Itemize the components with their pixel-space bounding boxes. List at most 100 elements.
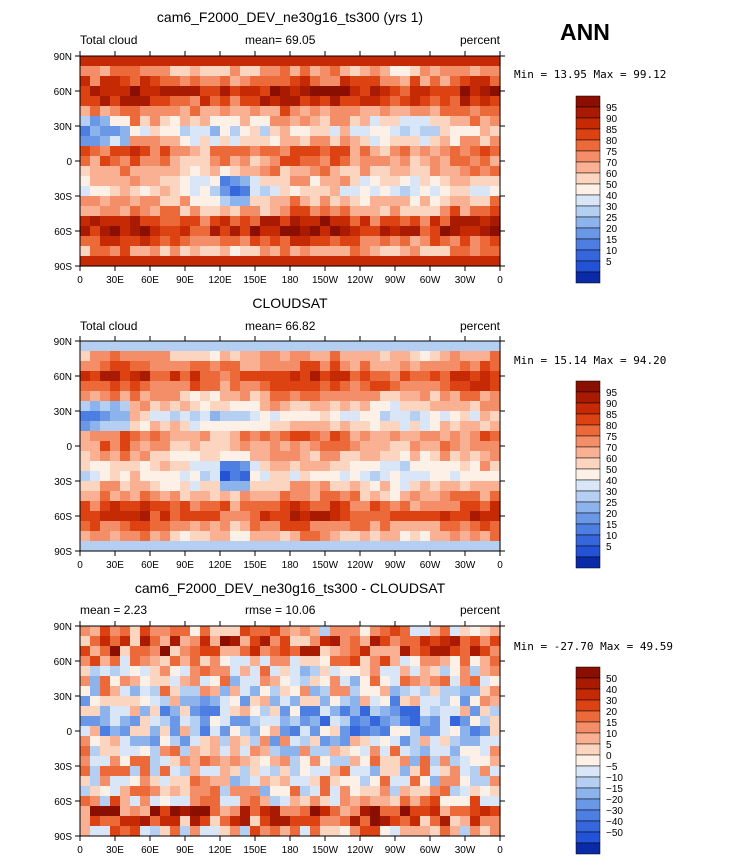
field-cell	[170, 491, 181, 502]
field-cell	[110, 471, 121, 482]
field-cell	[410, 391, 421, 402]
field-cell	[350, 401, 361, 412]
field-cell	[390, 76, 401, 87]
field-cell	[430, 511, 441, 522]
field-cell	[410, 726, 421, 737]
field-cell	[80, 411, 91, 422]
field-cell	[330, 746, 341, 757]
field-cell	[180, 351, 191, 362]
field-cell	[420, 156, 431, 167]
field-cell	[300, 341, 311, 352]
field-cell	[120, 501, 131, 512]
field-cell	[400, 421, 411, 432]
field-cell	[240, 541, 251, 552]
field-cell	[210, 146, 221, 157]
field-cell	[410, 226, 421, 237]
field-cell	[300, 646, 311, 657]
field-cell	[260, 86, 271, 97]
field-cell	[170, 341, 181, 352]
field-cell	[360, 246, 371, 257]
x-tick-label: 120E	[208, 275, 232, 286]
field-cell	[380, 471, 391, 482]
field-cell	[290, 541, 301, 552]
field-cell	[170, 56, 181, 67]
field-cell	[400, 226, 411, 237]
field-cell	[340, 531, 351, 542]
field-cell	[160, 351, 171, 362]
field-cell	[160, 796, 171, 807]
y-tick-label: 0	[66, 157, 72, 168]
field-cell	[150, 451, 161, 462]
field-cell	[450, 86, 461, 97]
field-cell	[170, 401, 181, 412]
field-cell	[240, 226, 251, 237]
field-cell	[350, 86, 361, 97]
field-cell	[380, 796, 391, 807]
field-cell	[350, 816, 361, 827]
panel-title: cam6_F2000_DEV_ne30g16_ts300 (yrs 1)	[157, 9, 423, 25]
field-cell	[150, 786, 161, 797]
field-cell	[430, 96, 441, 107]
field-cell	[160, 666, 171, 677]
field-cell	[140, 531, 151, 542]
field-cell	[160, 461, 171, 472]
field-cell	[340, 186, 351, 197]
field-cell	[110, 646, 121, 657]
field-cell	[220, 216, 231, 227]
field-cell	[480, 391, 491, 402]
field-cell	[330, 176, 341, 187]
field-cell	[460, 186, 471, 197]
field-cell	[130, 236, 141, 247]
field-cell	[140, 106, 151, 117]
field-cell	[220, 706, 231, 717]
field-cell	[380, 696, 391, 707]
colorbar-swatch	[575, 95, 601, 108]
field-cell	[470, 421, 481, 432]
field-cell	[340, 246, 351, 257]
field-cell	[160, 521, 171, 532]
field-cell	[280, 636, 291, 647]
field-cell	[200, 826, 211, 837]
field-cell	[160, 646, 171, 657]
field-cell	[300, 636, 311, 647]
field-cell	[290, 146, 301, 157]
field-cell	[340, 706, 351, 717]
field-cell	[160, 431, 171, 442]
field-cell	[480, 76, 491, 87]
field-cell	[410, 256, 421, 267]
field-cell	[480, 246, 491, 257]
field-cell	[300, 176, 311, 187]
field-cell	[380, 86, 391, 97]
field-cell	[180, 391, 191, 402]
field-cell	[130, 461, 141, 472]
field-cell	[310, 676, 321, 687]
field-cell	[390, 411, 401, 422]
field-cell	[220, 136, 231, 147]
field-cell	[300, 716, 311, 727]
field-cell	[490, 66, 501, 77]
field-cell	[230, 106, 241, 117]
field-cell	[110, 626, 121, 637]
field-cell	[200, 806, 211, 817]
field-cell	[190, 626, 201, 637]
field-cell	[340, 76, 351, 87]
field-cell	[480, 66, 491, 77]
field-cell	[420, 96, 431, 107]
field-cell	[470, 246, 481, 257]
field-cell	[460, 816, 471, 827]
field-cell	[440, 351, 451, 362]
field-cell	[90, 716, 101, 727]
field-cell	[340, 156, 351, 167]
field-cell	[180, 431, 191, 442]
field-cell	[80, 736, 91, 747]
field-cell	[330, 421, 341, 432]
field-cell	[100, 481, 111, 492]
field-cell	[400, 706, 411, 717]
field-cell	[340, 341, 351, 352]
field-cell	[470, 796, 481, 807]
field-cell	[130, 256, 141, 267]
field-cell	[130, 531, 141, 542]
field-cell	[90, 776, 101, 787]
field-cell	[390, 256, 401, 267]
field-cell	[310, 636, 321, 647]
